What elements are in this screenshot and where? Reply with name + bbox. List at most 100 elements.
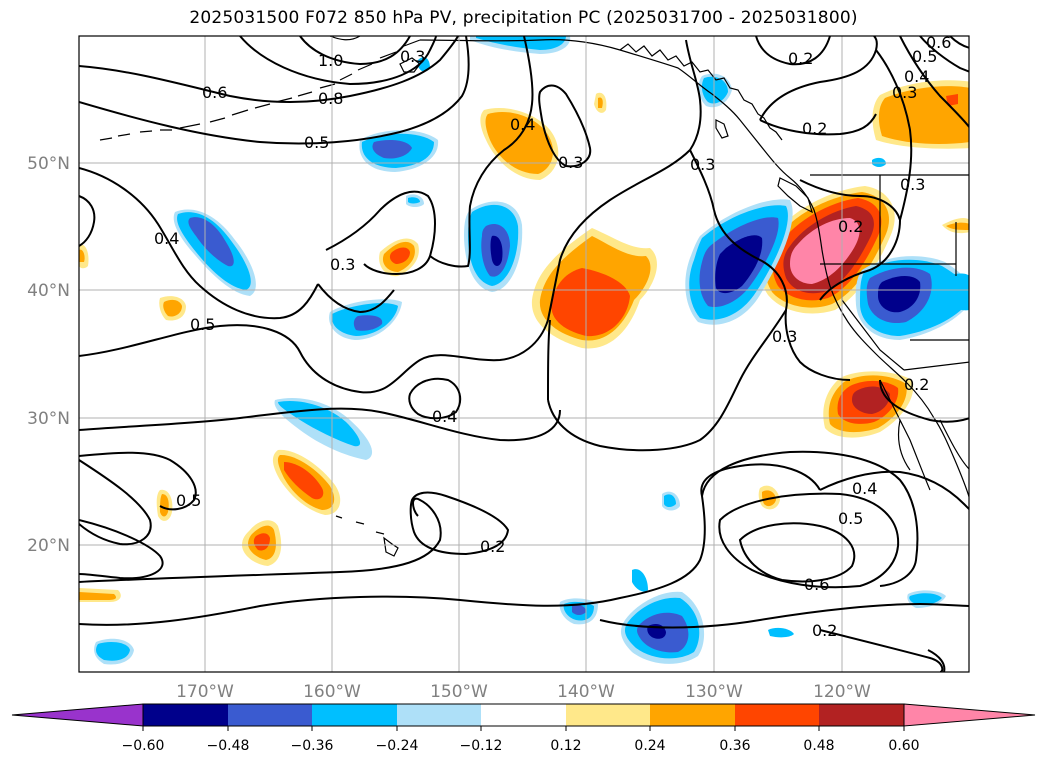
contour-line [701,450,919,587]
contour-line [325,190,436,276]
lon-label: 160°W [303,682,361,702]
colorbar-bin [143,704,228,726]
colorbar-bin [481,704,566,726]
lon-label: 140°W [557,682,615,702]
colorbar-tick-label: 0.48 [803,738,834,754]
contour-labels: 1.0 0.8 0.6 0.5 0.4 0.3 0.4 0.5 0.3 0.4 … [154,33,951,640]
lat-label: 40°N [27,281,70,301]
lat-label: 30°N [27,409,70,429]
contour-line [713,209,851,381]
graticule [79,36,969,672]
colorbar-extend-left [11,703,144,727]
contour-line [79,319,549,394]
contour-line [927,649,946,672]
contour-line [738,522,856,583]
contour-line [689,149,715,211]
colorbar-tick-label: 0.24 [634,738,665,754]
contour-line [949,36,969,49]
contour-label: 0.5 [912,47,937,66]
latitude-labels: 50°N 40°N 30°N 20°N [27,154,70,556]
contour-label: 1.0 [318,51,343,70]
contour-line [317,283,395,314]
contour-line [755,36,831,66]
contour-line [718,492,900,589]
contour-label: 0.3 [558,153,583,172]
contour-label: 0.2 [904,375,929,394]
contour-line [547,319,551,401]
contour-label: 0.2 [788,49,813,68]
colorbar-bin [566,704,650,726]
contour-line [819,470,969,511]
contour-line [538,84,592,168]
contour-line [408,377,462,420]
contour-line [79,459,152,546]
contour-label: 0.5 [304,133,329,152]
colorbar-tick-label: 0.12 [550,738,581,754]
lat-label: 20°N [27,536,70,556]
contour-line [819,219,901,301]
contour-line [759,113,877,136]
contour-line [799,179,901,221]
colorbar-tick-label: 0.60 [888,738,919,754]
contour-line [79,167,319,320]
contour-label: 0.5 [176,491,201,510]
contour-line [547,309,787,452]
colorbar-bin [312,704,397,726]
colorbar-bin [397,704,481,726]
colorbar-frame [142,703,905,727]
contour-label: 0.5 [190,315,215,334]
colorbar-bin [650,704,735,726]
map-frame [78,35,970,673]
coastlines [99,36,969,557]
contour-line [409,491,510,556]
colorbar-tick-label: −0.60 [122,738,165,754]
contour-line [79,36,459,103]
contour-line [429,36,534,268]
lon-label: 120°W [813,682,871,702]
colorbar-bin [819,704,904,726]
contour-label: 0.4 [154,229,179,248]
contour-label: 0.8 [318,89,343,108]
colorbar-tick-label: −0.24 [376,738,419,754]
contour-line [879,379,969,423]
colorbar-tick-label: −0.48 [207,738,250,754]
contour-label: 0.3 [772,327,797,346]
contour-line [875,49,913,221]
contour-label: 0.6 [926,33,951,52]
contour-line [79,497,442,583]
contour-label: 0.4 [904,67,929,86]
contour-label: 0.3 [690,155,715,174]
contour-line [899,36,969,129]
contour-label: 0.6 [202,83,227,102]
contour-label: 0.6 [804,575,829,594]
colorbar-tick-label: 0.36 [719,738,750,754]
contour-line [919,36,969,73]
contour-label: 0.2 [802,119,827,138]
contour-line [79,195,96,247]
colorbar-tick-label: −0.12 [460,738,503,754]
contour-line [79,407,561,442]
contour-line [79,451,197,580]
contour-label: 0.4 [432,407,457,426]
contour-line [547,39,702,321]
contour-line [299,36,411,66]
colorbar-tick-label: −0.36 [291,738,334,754]
precipitation-shading [79,36,969,665]
colorbar-extend-right [903,703,1036,727]
colorbar: −0.60 −0.48 −0.36 −0.24 −0.12 0.12 0.24 … [11,703,1036,754]
contour-label: 0.2 [838,217,863,236]
contour-label: 0.4 [852,479,877,498]
contour-line [819,629,944,672]
contour-line [759,36,878,121]
contour-label: 0.4 [510,115,535,134]
colorbar-bin [735,704,819,726]
contour-label: 0.3 [900,175,925,194]
colorbar-bin [228,704,312,726]
contour-line [79,36,470,145]
contour-label: 0.2 [812,621,837,640]
lon-label: 130°W [685,682,743,702]
contour-label: 0.3 [400,47,425,66]
contour-label: 0.5 [838,509,863,528]
contour-label: 0.3 [892,83,917,102]
